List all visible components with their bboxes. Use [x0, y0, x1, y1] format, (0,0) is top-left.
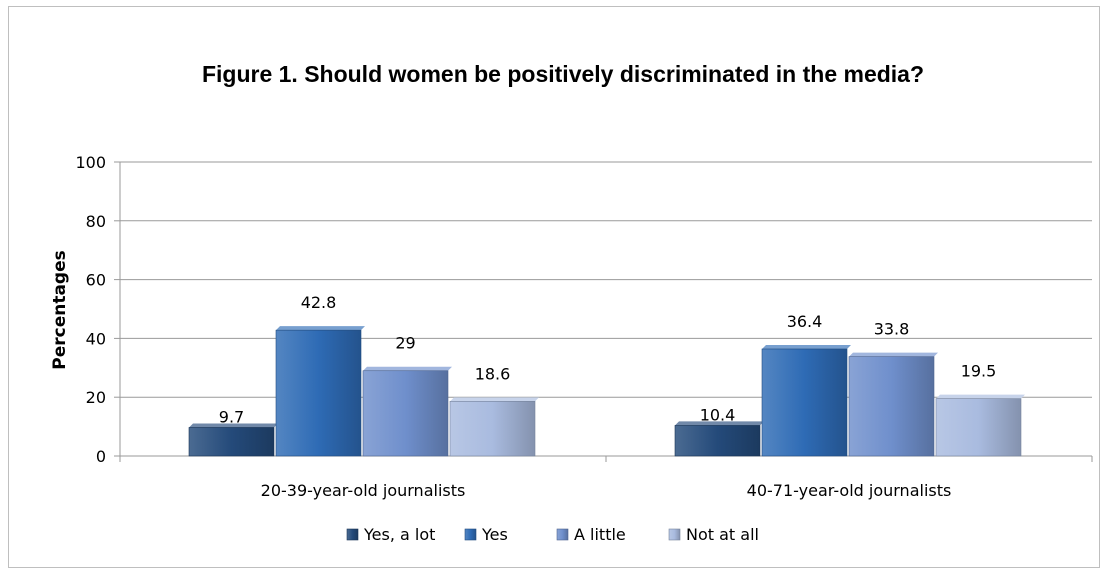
y-tick-label: 0: [96, 447, 106, 466]
legend-label: Yes: [481, 525, 508, 544]
bar: [362, 370, 449, 457]
bar: [275, 329, 362, 457]
bar-top: [450, 397, 539, 402]
bar-top: [363, 366, 452, 371]
bar-top: [849, 352, 938, 357]
legend-swatch: [668, 528, 681, 541]
chart-title: Figure 1. Should women be positively dis…: [202, 61, 924, 87]
legend-swatch: [346, 528, 359, 541]
data-labels: 9.7 42.8 29 18.6 10.4 36.4 33.8 19.5: [219, 293, 997, 426]
legend-swatch: [556, 528, 569, 541]
data-label: 33.8: [874, 320, 910, 339]
bar-top: [189, 423, 278, 428]
bar: [449, 401, 536, 457]
bars: [188, 326, 1025, 457]
legend-swatch: [464, 528, 477, 541]
bar-top: [276, 326, 365, 331]
bar: [848, 356, 935, 457]
bar: [188, 427, 275, 457]
bar-top: [675, 421, 764, 426]
y-tick-label: 60: [86, 271, 106, 290]
y-tick-label: 100: [75, 153, 106, 172]
y-axis-ticks: 0 20 40 60 80 100: [75, 153, 106, 466]
chart-frame: [8, 6, 1100, 568]
bar: [674, 425, 761, 457]
bar: [761, 348, 848, 457]
bar-top: [762, 344, 851, 349]
x-category-label: 20-39-year-old journalists: [261, 481, 466, 500]
y-tick-label: 80: [86, 212, 106, 231]
legend-label: Not at all: [686, 525, 759, 544]
data-label: 19.5: [961, 362, 997, 381]
x-axis-categories: 20-39-year-old journalists 40-71-year-old…: [261, 481, 952, 500]
legend: Yes, a lot Yes A little Not at all: [346, 525, 759, 544]
legend-label: Yes, a lot: [363, 525, 435, 544]
data-label: 10.4: [700, 405, 736, 424]
data-label: 36.4: [787, 312, 823, 331]
y-axis-label: Percentages: [50, 250, 70, 370]
data-label: 18.6: [475, 364, 511, 383]
x-category-label: 40-71-year-old journalists: [747, 481, 952, 500]
y-tick-label: 40: [86, 329, 106, 348]
legend-label: A little: [574, 525, 626, 544]
data-label: 9.7: [219, 407, 244, 426]
data-label: 29: [395, 334, 415, 353]
data-label: 42.8: [301, 293, 337, 312]
bar: [935, 398, 1022, 457]
bar-top: [936, 394, 1025, 399]
y-tick-label: 20: [86, 388, 106, 407]
